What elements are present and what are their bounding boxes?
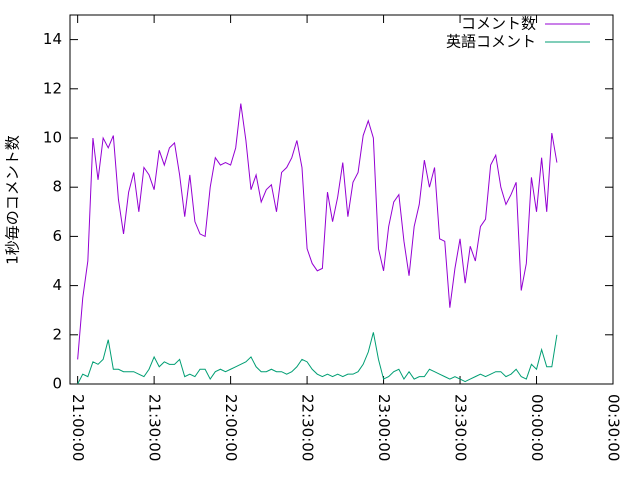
y-tick-label: 10 — [43, 129, 62, 147]
x-tick-label: 23:30:00 — [452, 394, 470, 461]
series-line — [77, 332, 558, 385]
x-tick-label: 23:00:00 — [375, 394, 393, 461]
x-tick-label: 00:00:00 — [528, 394, 546, 461]
y-tick-label: 4 — [52, 276, 62, 294]
x-tick-label: 22:30:00 — [299, 394, 317, 461]
legend-label: コメント数 — [461, 15, 536, 33]
y-tick-label: 2 — [52, 325, 62, 343]
plot-frame — [69, 14, 614, 385]
y-axis-label: 1秒毎のコメント数 — [4, 135, 22, 265]
y-tick-label: 14 — [43, 30, 62, 48]
series-line — [77, 103, 558, 360]
x-tick-label: 00:30:00 — [605, 394, 623, 461]
y-tick-label: 8 — [52, 178, 62, 196]
y-tick-label: 6 — [52, 227, 62, 245]
legend-label: 英語コメント — [446, 33, 536, 51]
x-tick-label: 21:00:00 — [69, 394, 87, 461]
x-tick-label: 22:00:00 — [222, 394, 240, 461]
y-tick-label: 0 — [52, 375, 62, 393]
x-tick-label: 21:30:00 — [146, 394, 164, 461]
y-tick-label: 12 — [43, 79, 62, 97]
